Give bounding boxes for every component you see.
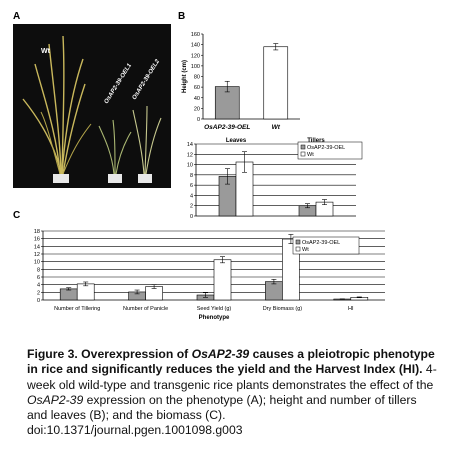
caption-title-part1: Overexpression of <box>78 347 192 361</box>
y-tick-label: 0 <box>37 298 40 304</box>
y-tick-label: 60 <box>194 85 200 91</box>
y-tick-label: 12 <box>34 252 40 258</box>
y-tick-label: 14 <box>34 244 40 250</box>
caption-figure-number: Figure 3. <box>27 347 78 361</box>
category-label: HI <box>348 306 354 312</box>
category-label: Dry Biomass (g) <box>263 306 303 312</box>
y-tick-label: 10 <box>34 260 40 266</box>
panel-letter-b: B <box>178 11 185 22</box>
bar <box>265 282 282 300</box>
y-axis-label: Height (cm) <box>182 60 188 93</box>
legend-entry: OsAP2-39-OEL <box>302 240 340 246</box>
y-tick-label: 6 <box>190 183 193 189</box>
y-tick-label: 4 <box>190 193 193 199</box>
category-label: Leaves <box>226 138 247 144</box>
category-label: Number of Tillering <box>54 306 100 312</box>
y-tick-label: 14 <box>187 142 193 148</box>
caption-gene-name: OsAP2-39 <box>192 347 250 361</box>
category-label: Seed Yield (g) <box>197 306 232 312</box>
y-tick-label: 8 <box>190 173 193 179</box>
photo-label-wt: Wt <box>41 48 51 55</box>
y-tick-label: 2 <box>190 204 193 210</box>
legend-swatch <box>296 240 300 244</box>
caption-doi: doi:10.1371/journal.pgen.1001098.g003 <box>27 423 243 437</box>
bar <box>77 284 94 300</box>
figure-caption: Figure 3. Overexpression of OsAP2-39 cau… <box>27 347 437 439</box>
y-tick-label: 8 <box>37 267 40 273</box>
bar <box>214 260 231 300</box>
y-tick-label: 160 <box>191 32 200 38</box>
x-axis-label: Phenotype <box>199 315 230 321</box>
legend-entry: OsAP2-39-OEL <box>307 145 345 151</box>
y-tick-label: 40 <box>194 96 200 102</box>
y-tick-label: 18 <box>34 229 40 235</box>
legend-entry: Wt <box>307 152 314 158</box>
bar <box>60 289 77 300</box>
y-tick-label: 10 <box>187 163 193 169</box>
y-tick-label: 80 <box>194 75 200 81</box>
y-tick-label: 16 <box>34 237 40 243</box>
y-tick-label: 6 <box>37 275 40 281</box>
category-label: Number of Panicle <box>123 306 168 312</box>
y-tick-label: 4 <box>37 283 40 289</box>
y-tick-label: 140 <box>191 43 200 49</box>
y-tick-label: 2 <box>37 290 40 296</box>
caption-gene-name-2: OsAP2-39 <box>27 393 83 407</box>
caption-body-part2: expression on the phenotype (A); height … <box>27 393 417 422</box>
y-tick-label: 120 <box>191 53 200 59</box>
legend-swatch <box>301 145 305 149</box>
legend-entry: Wt <box>302 247 309 253</box>
bar <box>264 47 288 119</box>
legend-swatch <box>301 152 305 156</box>
rice-plants-photo: Wt OsAP2-39-OEL1 OsAP2-39-OEL2 <box>13 24 171 188</box>
y-tick-label: 20 <box>194 106 200 112</box>
legend-swatch <box>296 247 300 251</box>
y-tick-label: 0 <box>197 117 200 123</box>
panel-letter-a: A <box>13 11 20 22</box>
y-tick-label: 12 <box>187 152 193 158</box>
y-tick-label: 100 <box>191 64 200 70</box>
